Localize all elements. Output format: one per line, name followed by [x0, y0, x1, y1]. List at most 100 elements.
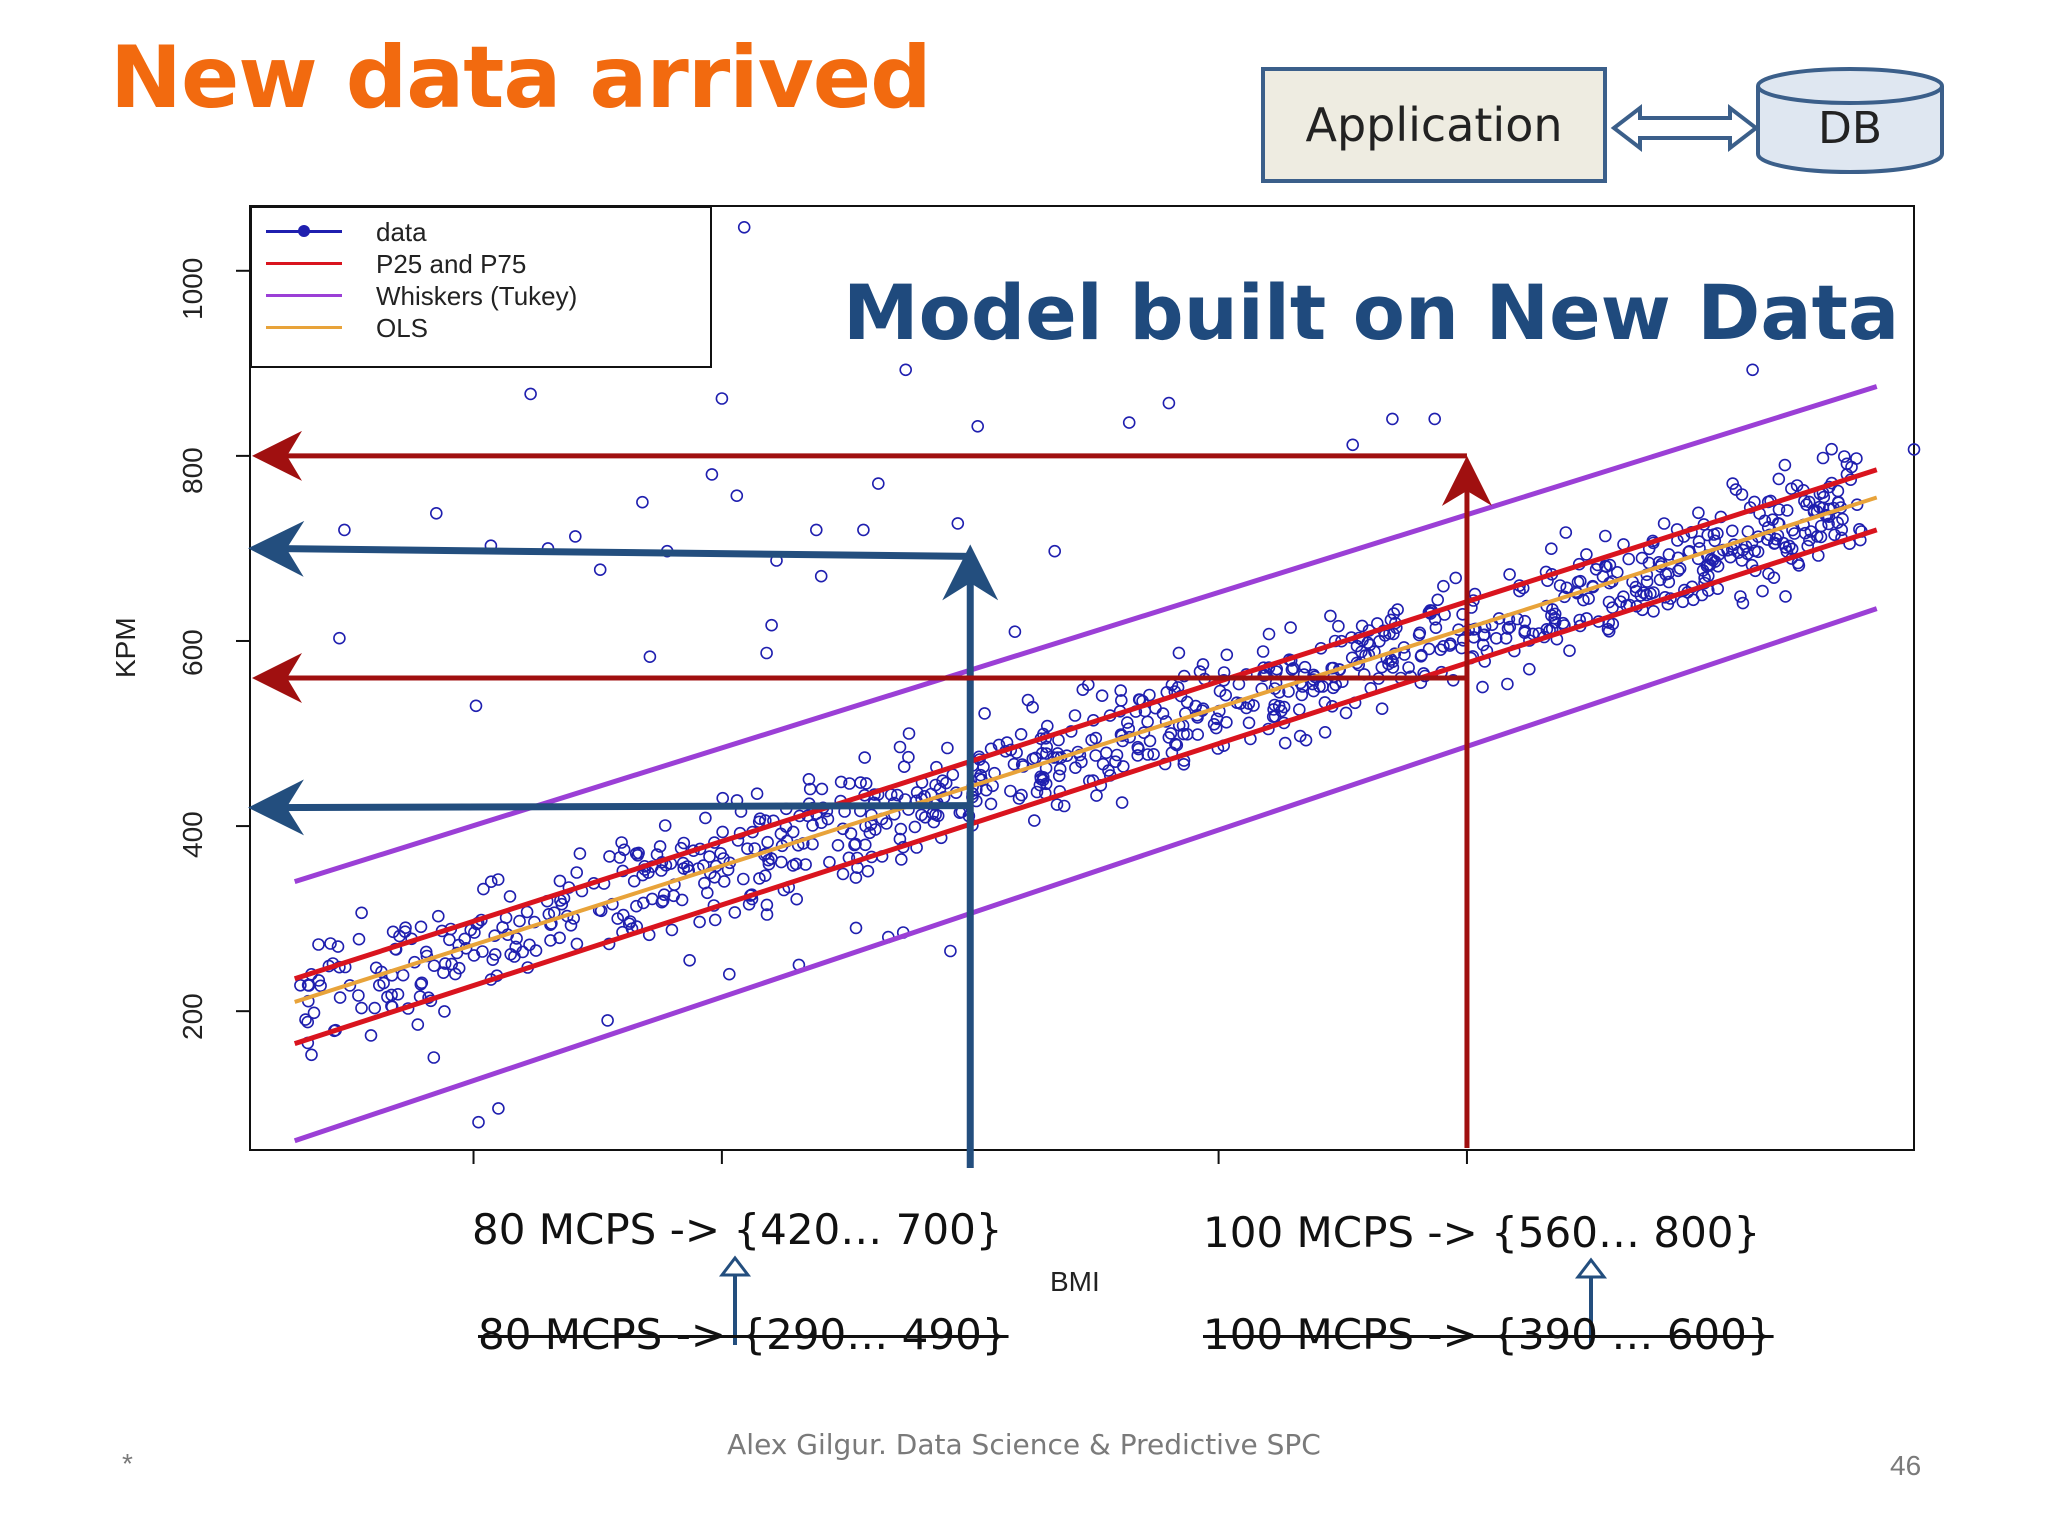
data-point: [658, 819, 672, 832]
data-point: [1792, 559, 1806, 572]
data-point: [1387, 607, 1401, 620]
data-point: [438, 1005, 451, 1018]
data-point: [741, 842, 754, 856]
data-point: [1122, 416, 1136, 429]
data-point: [1266, 710, 1280, 724]
legend-swatch-quartiles: [266, 262, 342, 265]
data-point: [742, 897, 756, 911]
data-point: [1181, 727, 1194, 741]
data-point: [774, 827, 788, 841]
data-point: [683, 953, 696, 967]
data-point: [611, 912, 625, 925]
data-point: [1386, 412, 1399, 426]
data-point: [1735, 554, 1749, 567]
data-point: [1117, 760, 1130, 773]
data-point: [372, 978, 386, 992]
data-point: [1355, 619, 1369, 633]
data-point: [352, 932, 366, 946]
data-point: [617, 843, 631, 857]
data-point: [364, 1029, 378, 1042]
data-point: [1662, 548, 1676, 561]
data-point: [1772, 503, 1786, 516]
data-point: [431, 909, 445, 923]
data-point: [931, 809, 945, 823]
data-point: [761, 835, 774, 849]
data-point: [1563, 644, 1576, 658]
data-point: [700, 886, 714, 900]
data-point: [1177, 757, 1191, 771]
data-point: [799, 858, 812, 871]
data-point: [1008, 625, 1022, 639]
data-point: [1499, 631, 1513, 645]
data-point: [524, 387, 537, 401]
data-point: [452, 961, 466, 975]
data-point: [1603, 558, 1617, 572]
data-point: [1798, 526, 1812, 540]
data-point: [627, 874, 641, 888]
data-point: [1708, 534, 1722, 548]
data-point: [1272, 699, 1286, 713]
data-point: [1375, 660, 1389, 674]
data-point: [1210, 712, 1224, 726]
data-point: [1029, 751, 1042, 765]
y-tick-label-800: 800: [177, 447, 208, 494]
p75-line: [293, 467, 1878, 982]
data-point: [665, 923, 679, 937]
legend-item-ols: OLS: [252, 312, 712, 343]
data-point: [1115, 694, 1128, 707]
data-point: [1346, 438, 1359, 452]
data-point: [477, 882, 490, 896]
data-point: [708, 913, 722, 927]
data-point: [1131, 740, 1145, 754]
data-point: [301, 1015, 315, 1029]
data-point: [496, 920, 509, 934]
data-point: [488, 948, 502, 961]
data-point: [1476, 638, 1490, 652]
data-point: [1434, 643, 1447, 657]
data-point: [760, 898, 774, 912]
data-point: [1449, 571, 1462, 585]
data-point: [414, 920, 428, 934]
annotation-old-80: 80 MCPS -> {290… 490}: [478, 1310, 1009, 1359]
data-point: [1907, 443, 1921, 456]
data-point: [1523, 662, 1536, 676]
data-point: [1131, 749, 1144, 762]
data-point: [1726, 524, 1739, 538]
data-point: [1040, 740, 1053, 754]
data-point: [1004, 784, 1017, 798]
data-point: [844, 827, 858, 840]
data-point: [504, 947, 518, 961]
data-point: [386, 925, 400, 939]
data-point: [789, 857, 803, 871]
data-point: [1825, 442, 1838, 456]
data-point: [1653, 573, 1667, 587]
data-point: [1115, 796, 1129, 809]
data-point: [427, 1051, 441, 1064]
data-point: [1772, 472, 1786, 486]
data-point: [1711, 527, 1724, 540]
data-point: [1580, 548, 1593, 561]
up-arrow-80: [718, 1255, 752, 1345]
data-point: [1172, 646, 1186, 660]
data-point: [1596, 570, 1610, 583]
data-point: [941, 741, 954, 755]
data-point: [859, 777, 873, 790]
data-point: [1041, 719, 1054, 733]
data-point: [1599, 529, 1612, 543]
data-point: [484, 875, 498, 889]
data-point: [312, 938, 325, 951]
data-point: [476, 945, 489, 958]
data-point: [307, 1006, 321, 1020]
data-point: [415, 976, 429, 990]
data-point: [714, 846, 727, 860]
data-point: [643, 650, 657, 664]
data-point: [637, 896, 650, 910]
data-point: [858, 751, 872, 764]
data-point: [1548, 616, 1562, 629]
whisker-lower-line: [293, 606, 1878, 1144]
data-point: [1387, 627, 1400, 641]
data-point: [936, 774, 949, 788]
data-point: [1428, 412, 1441, 426]
legend-swatch-ols: [266, 326, 342, 329]
up-arrow-100: [1574, 1257, 1608, 1345]
